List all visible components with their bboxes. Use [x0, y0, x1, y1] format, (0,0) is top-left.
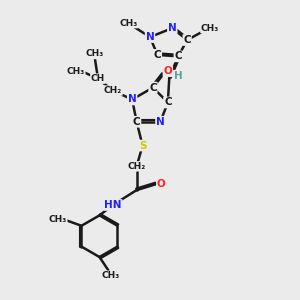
Text: C: C	[183, 35, 191, 45]
Text: CH: CH	[91, 74, 105, 83]
Text: H: H	[174, 71, 183, 81]
Text: C: C	[133, 117, 140, 127]
Text: N: N	[146, 32, 154, 42]
Text: S: S	[139, 140, 146, 151]
Text: C: C	[154, 50, 161, 60]
Text: CH₃: CH₃	[67, 67, 85, 76]
Text: O: O	[157, 179, 166, 189]
Text: CH₃: CH₃	[102, 271, 120, 280]
Text: C: C	[164, 98, 172, 107]
Text: CH₃: CH₃	[201, 24, 219, 33]
Text: HN: HN	[104, 200, 122, 210]
Text: CH₃: CH₃	[119, 19, 137, 28]
Text: CH₂: CH₂	[104, 86, 122, 95]
Text: O: O	[164, 66, 172, 76]
Text: C: C	[174, 51, 182, 62]
Text: N: N	[156, 117, 165, 127]
Text: N: N	[128, 94, 136, 104]
Text: CH₃: CH₃	[49, 215, 67, 224]
Text: CH₃: CH₃	[86, 50, 104, 58]
Text: C: C	[149, 82, 157, 93]
Text: CH₂: CH₂	[128, 162, 146, 171]
Text: N: N	[168, 23, 177, 33]
